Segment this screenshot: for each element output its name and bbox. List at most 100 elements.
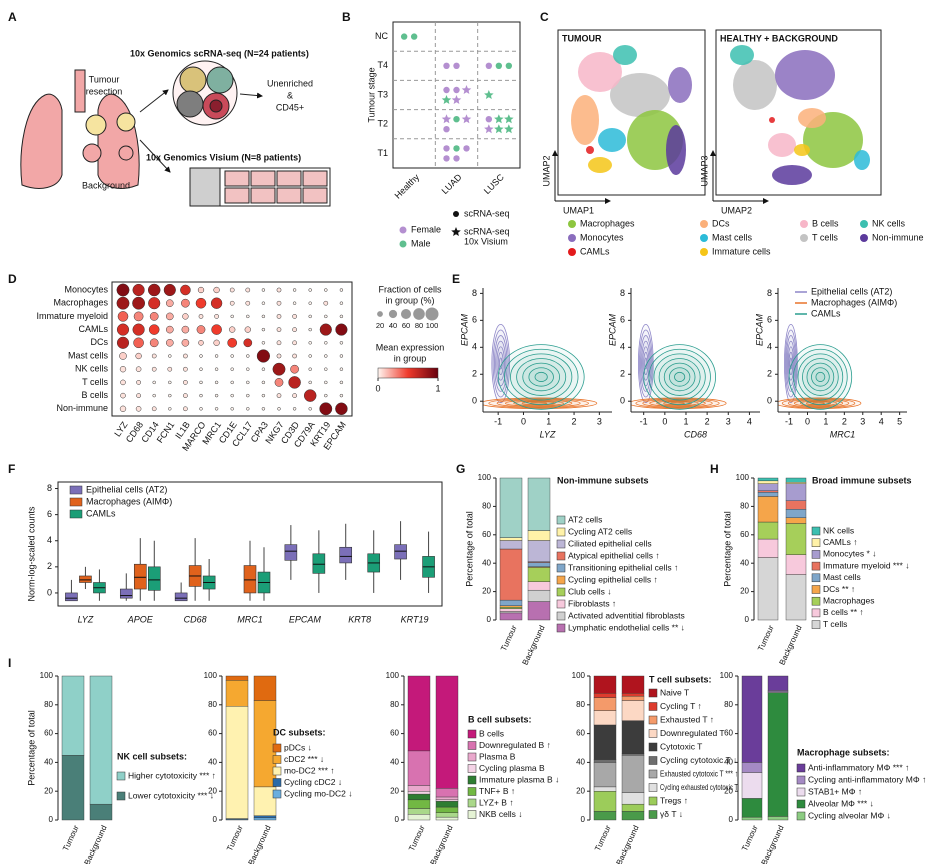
bar-segment [741, 675, 763, 763]
box [339, 546, 353, 564]
x-tick-label: Background [429, 824, 455, 864]
bar-segment [621, 693, 645, 697]
plot-frame [111, 281, 353, 417]
y-tick-label: 80 [208, 700, 217, 709]
legend-label: Cycling mo-DC2 ↓ [284, 788, 353, 798]
dot [308, 367, 312, 371]
y-tick-label: T2 [377, 119, 388, 129]
y-tick-label: 8 [472, 288, 477, 298]
bar-segment [435, 806, 459, 813]
dot [292, 353, 297, 359]
dot [339, 380, 344, 385]
legend-swatch [467, 810, 477, 819]
y-tick-label: 100 [572, 671, 586, 680]
y-tick-label: 60 [482, 530, 491, 539]
y-tick-label: 60 [390, 729, 399, 738]
box [79, 575, 92, 583]
bar-segment [785, 477, 807, 483]
bar-segment [621, 753, 645, 756]
legend-label: γδ T ↓ [660, 809, 683, 819]
point [410, 33, 418, 40]
chart-title: B cell subsets: [468, 714, 532, 724]
contour [658, 358, 701, 396]
scrna-label: 10x Genomics scRNA-seq (N=24 patients) [130, 48, 309, 58]
y-tick-label: 4 [620, 342, 625, 352]
schematic-a [20, 60, 331, 207]
bar-segment [767, 816, 789, 821]
x-tick-label: CD68 [184, 614, 207, 624]
box [394, 544, 407, 560]
y-tick-label: 2 [620, 369, 625, 379]
bar-segment [435, 801, 459, 808]
y-tick-label: 100 [40, 671, 54, 680]
bar-segment [757, 557, 779, 621]
dot [132, 296, 146, 310]
bar-segment [499, 537, 523, 541]
contour [488, 398, 589, 409]
point [443, 86, 450, 94]
y-tick-label: 4 [767, 342, 772, 352]
contour [516, 358, 567, 396]
legend-label: Mast cells [823, 572, 861, 582]
dot [246, 393, 250, 398]
bar-segment [785, 509, 807, 518]
contour [493, 335, 508, 392]
dot [339, 301, 344, 305]
contour [635, 398, 720, 409]
umap-cluster [668, 67, 692, 103]
legend-swatch [796, 775, 806, 785]
dot [135, 406, 142, 412]
dot [165, 312, 174, 321]
contour [806, 362, 835, 392]
y-tick-label: 60 [44, 729, 53, 738]
box [284, 544, 298, 561]
legend-label: scRNA-seq [464, 226, 510, 236]
x-axis-label: LYZ [540, 429, 556, 439]
legend-swatch [116, 791, 126, 801]
dot [181, 298, 190, 308]
legend-label: Cycling T ↑ [660, 701, 702, 711]
bar-segment [593, 791, 617, 812]
box [119, 588, 133, 599]
dot [165, 325, 174, 334]
legend-label: Cycling cytotoxic T ↓ [660, 755, 737, 765]
x-tick-label: Background [615, 824, 641, 864]
point [441, 95, 452, 104]
dot [324, 393, 328, 398]
visium-label: 10x Genomics Visium (N=8 patients) [146, 152, 301, 162]
dot [147, 283, 161, 297]
bar-segment [767, 692, 789, 817]
contours [631, 323, 727, 410]
dot [308, 314, 312, 319]
bar-segment [407, 791, 431, 795]
y-tick-label: 8 [620, 288, 625, 298]
y-axis-label: Percentage of total [464, 511, 474, 587]
contour [793, 348, 848, 406]
size-key-label: 80 [415, 321, 423, 330]
umap-frame [715, 29, 882, 196]
dot [120, 392, 126, 399]
legend-marker [451, 227, 461, 236]
bar-segment [499, 548, 523, 601]
dot [245, 300, 251, 306]
dot [149, 338, 159, 348]
bar-segment [785, 500, 807, 510]
dot [276, 287, 282, 293]
umap-cluster [588, 157, 612, 173]
dot [181, 325, 190, 334]
bar-segment [757, 483, 779, 491]
legend-marker [700, 234, 708, 242]
y-tick-label: 20 [724, 786, 733, 795]
umap-cluster [578, 52, 622, 92]
bar-segment [527, 540, 551, 562]
x-tick-label: LYZ [78, 614, 94, 624]
legend-swatch [556, 599, 566, 609]
bar-segment [253, 786, 277, 816]
box [133, 563, 147, 590]
dot [229, 287, 235, 293]
dot [116, 336, 130, 349]
row-label: NK cells [75, 364, 109, 374]
legend-marker [568, 248, 576, 256]
panel-label: G [456, 462, 465, 476]
legend-swatch [467, 787, 477, 796]
